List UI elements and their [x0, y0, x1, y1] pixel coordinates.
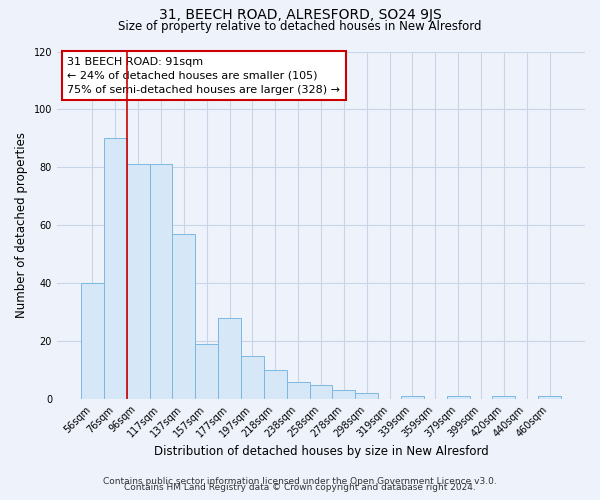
Bar [241, 356, 264, 399]
Bar [401, 396, 424, 399]
Text: Size of property relative to detached houses in New Alresford: Size of property relative to detached ho… [118, 20, 482, 33]
Bar [538, 396, 561, 399]
Bar [493, 396, 515, 399]
Text: 31 BEECH ROAD: 91sqm
← 24% of detached houses are smaller (105)
75% of semi-deta: 31 BEECH ROAD: 91sqm ← 24% of detached h… [67, 56, 340, 94]
Text: 31, BEECH ROAD, ALRESFORD, SO24 9JS: 31, BEECH ROAD, ALRESFORD, SO24 9JS [158, 8, 442, 22]
Bar [446, 396, 470, 399]
Bar [172, 234, 195, 399]
Bar [218, 318, 241, 399]
Bar [332, 390, 355, 399]
Bar [195, 344, 218, 399]
X-axis label: Distribution of detached houses by size in New Alresford: Distribution of detached houses by size … [154, 444, 488, 458]
Y-axis label: Number of detached properties: Number of detached properties [15, 132, 28, 318]
Bar [264, 370, 287, 399]
Bar [355, 394, 378, 399]
Bar [149, 164, 172, 399]
Text: Contains HM Land Registry data © Crown copyright and database right 2024.: Contains HM Land Registry data © Crown c… [124, 484, 476, 492]
Bar [104, 138, 127, 399]
Bar [310, 384, 332, 399]
Bar [127, 164, 149, 399]
Bar [81, 284, 104, 399]
Text: Contains public sector information licensed under the Open Government Licence v3: Contains public sector information licen… [103, 477, 497, 486]
Bar [287, 382, 310, 399]
